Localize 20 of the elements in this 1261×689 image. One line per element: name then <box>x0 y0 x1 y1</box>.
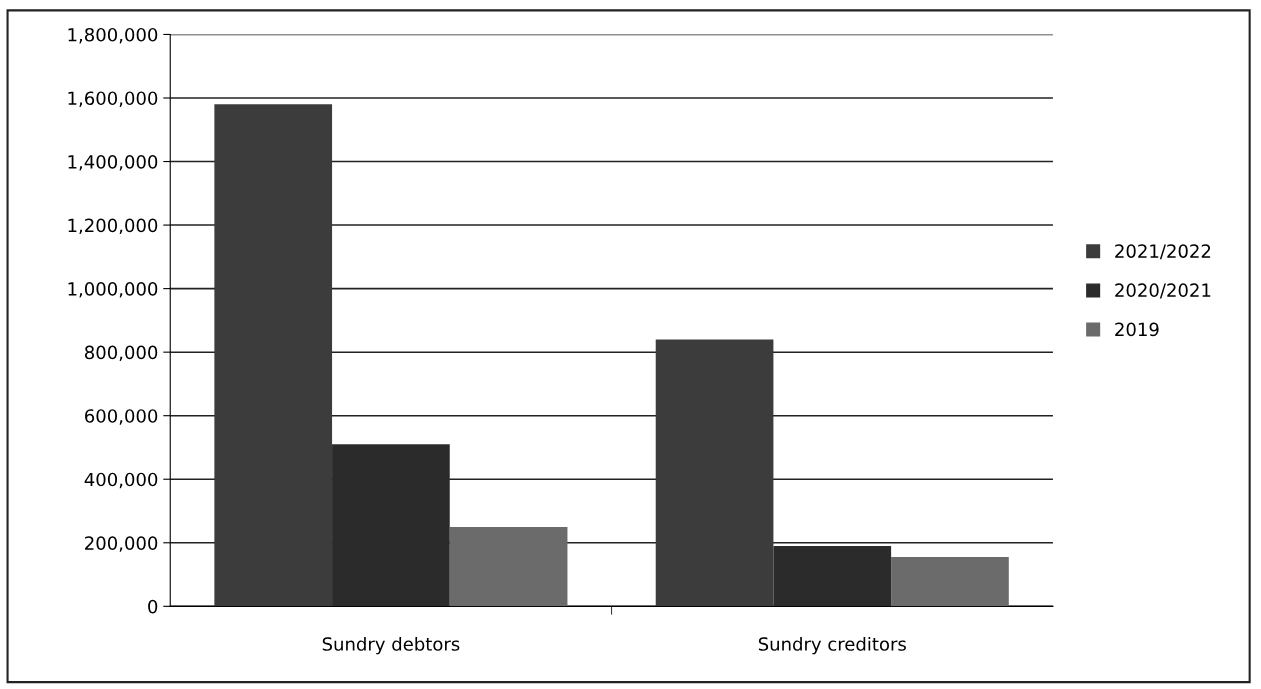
legend-label: 2020/2021 <box>1115 283 1211 299</box>
bar <box>214 104 333 607</box>
y-tick-label: 200,000 <box>85 536 158 552</box>
bar <box>891 557 1009 607</box>
x-tick-label: Sundry debtors <box>322 636 460 655</box>
y-tick-label: 1,000,000 <box>68 282 158 298</box>
x-tick-label: Sundry creditors <box>758 636 906 655</box>
y-tick-label: 1,600,000 <box>68 91 158 107</box>
y-tick-label: 0 <box>148 599 158 614</box>
bar <box>773 545 892 607</box>
y-tick-label: 1,800,000 <box>68 27 158 44</box>
y-tick-label: 1,400,000 <box>68 154 158 171</box>
legend-label: 2021/2022 <box>1115 244 1211 260</box>
y-tick-label: 400,000 <box>84 472 158 489</box>
y-tick-label: 600,000 <box>85 409 158 425</box>
legend-label: 2019 <box>1115 322 1159 337</box>
y-tick-label: 1,200,000 <box>68 218 158 235</box>
y-tick-label: 800,000 <box>84 345 158 362</box>
bar <box>655 339 774 607</box>
bar <box>449 526 568 607</box>
